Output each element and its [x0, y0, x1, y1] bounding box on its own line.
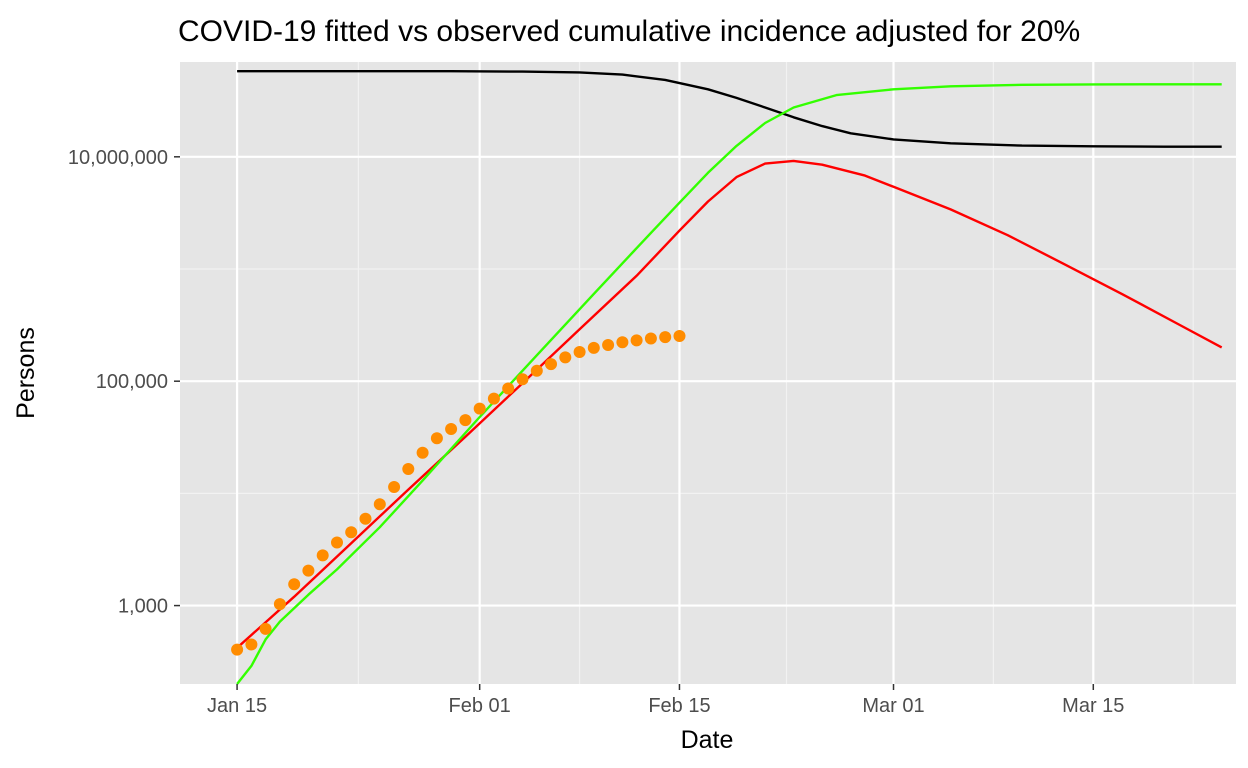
data-point [259, 622, 272, 635]
series-points [231, 330, 686, 656]
data-point [345, 526, 358, 539]
chart-title: COVID-19 fitted vs observed cumulative i… [178, 15, 1080, 48]
series-line-1 [237, 70, 1222, 148]
grid-major [180, 62, 1236, 684]
data-point [630, 334, 643, 347]
y-tick-label: 100,000 [96, 371, 168, 393]
x-tick-label: Mar 15 [1062, 695, 1124, 717]
grid-minor [180, 62, 1236, 684]
series-line-3 [236, 83, 1222, 685]
data-point [673, 330, 686, 342]
series-layer [231, 70, 1223, 685]
data-point [445, 423, 458, 435]
data-point [331, 536, 343, 549]
data-point [231, 643, 244, 656]
y-axis-title: Persons [12, 327, 40, 419]
x-tick-label: Feb 01 [449, 695, 511, 717]
data-point [659, 331, 672, 344]
y-tick-label: 1,000 [118, 596, 168, 618]
x-tick-label: Mar 01 [862, 695, 924, 717]
data-point [516, 373, 529, 386]
data-point [559, 351, 572, 364]
data-point [545, 358, 557, 371]
data-point [644, 332, 657, 345]
data-point [473, 402, 486, 415]
data-point [587, 341, 600, 354]
data-point [530, 364, 543, 377]
data-point [616, 336, 629, 349]
data-point [573, 346, 586, 358]
plot-panel [180, 62, 1236, 684]
data-point [602, 339, 615, 351]
data-point [416, 446, 429, 459]
data-point [459, 414, 472, 427]
data-point [502, 382, 515, 395]
x-axis-title: Date [681, 726, 734, 754]
data-point [359, 512, 372, 525]
data-point [302, 564, 315, 577]
y-tick-label: 10,000,000 [68, 147, 168, 169]
data-point [273, 598, 286, 611]
data-point [245, 638, 258, 651]
tick-labels-layer: Jan 15 Feb 01 Feb 15 Mar 01 Mar 15 1,000 100,0… [68, 147, 1125, 717]
x-tick-label: Feb 15 [648, 695, 710, 717]
data-point [373, 498, 386, 511]
data-point [487, 392, 500, 405]
data-point [288, 578, 301, 591]
ticks-layer [174, 156, 1095, 690]
data-point [316, 549, 329, 562]
data-point [402, 463, 415, 475]
data-point [388, 481, 401, 493]
data-point [430, 432, 443, 445]
x-tick-label: Jan 15 [207, 695, 267, 717]
